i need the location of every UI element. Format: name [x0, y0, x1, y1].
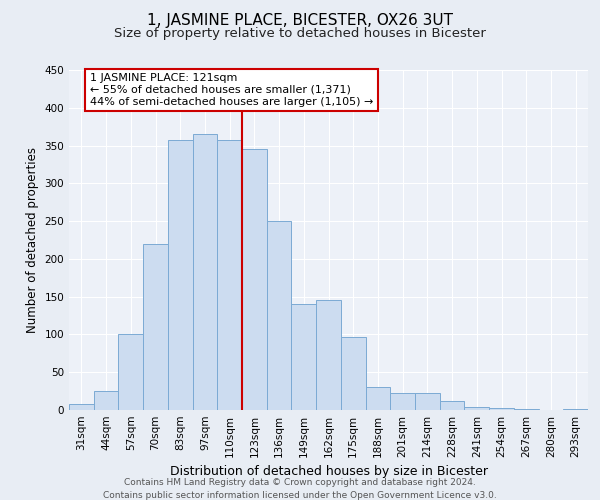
Bar [168, 140, 193, 410]
Text: Contains HM Land Registry data © Crown copyright and database right 2024.
Contai: Contains HM Land Registry data © Crown c… [103, 478, 497, 500]
Bar [242, 150, 267, 410]
Y-axis label: Number of detached properties: Number of detached properties [26, 147, 39, 333]
Bar [514, 409, 539, 410]
Bar [217, 140, 242, 410]
Bar [563, 409, 588, 410]
Text: Size of property relative to detached houses in Bicester: Size of property relative to detached ho… [114, 28, 486, 40]
Bar [292, 304, 316, 410]
Bar [390, 394, 415, 410]
Bar [489, 408, 514, 410]
Bar [316, 300, 341, 410]
Text: 1 JASMINE PLACE: 121sqm
← 55% of detached houses are smaller (1,371)
44% of semi: 1 JASMINE PLACE: 121sqm ← 55% of detache… [90, 74, 373, 106]
Text: 1, JASMINE PLACE, BICESTER, OX26 3UT: 1, JASMINE PLACE, BICESTER, OX26 3UT [147, 12, 453, 28]
Bar [440, 401, 464, 410]
Bar [94, 391, 118, 410]
Bar [267, 221, 292, 410]
Bar [118, 334, 143, 410]
Bar [69, 404, 94, 410]
Bar [365, 388, 390, 410]
X-axis label: Distribution of detached houses by size in Bicester: Distribution of detached houses by size … [170, 466, 487, 478]
Bar [415, 394, 440, 410]
Bar [464, 407, 489, 410]
Bar [341, 336, 365, 410]
Bar [143, 244, 168, 410]
Bar [193, 134, 217, 410]
